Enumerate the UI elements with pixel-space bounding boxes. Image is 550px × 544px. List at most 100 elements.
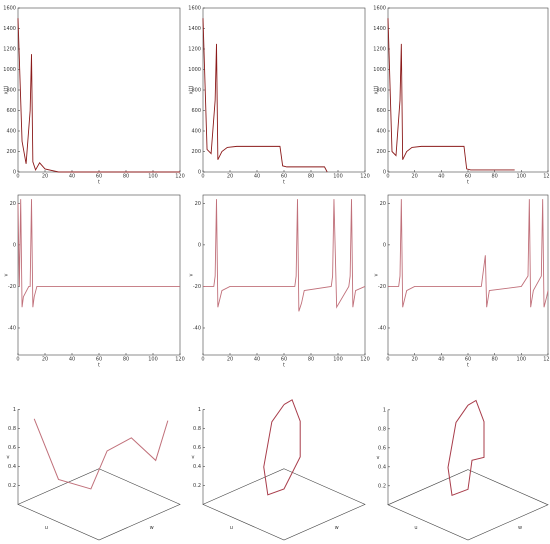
x-tick-label: 60 xyxy=(281,357,287,363)
x-tick-label: 120 xyxy=(360,357,370,363)
x-tick-label: 20 xyxy=(411,357,417,363)
y-tick-label: 1400 xyxy=(3,26,16,32)
y-axis-label: w xyxy=(150,525,154,531)
y-axis-label: w xyxy=(518,525,522,531)
trajectory xyxy=(263,399,301,496)
y-tick-label: 200 xyxy=(191,149,201,155)
y-axis-label: x(t) xyxy=(189,86,195,95)
y-axis-label: v xyxy=(4,273,10,276)
y-tick-label: 0 xyxy=(383,170,386,176)
y-tick-label: 1000 xyxy=(3,67,16,73)
y-tick-label: 0 xyxy=(383,242,386,248)
x-tick-label: 60 xyxy=(465,174,471,180)
x-tick-label: 20 xyxy=(227,357,233,363)
x-tick-label: 100 xyxy=(517,174,527,180)
y-tick-label: -20 xyxy=(378,284,386,290)
plot-frame xyxy=(202,194,366,356)
x-tick-label: 120 xyxy=(543,357,550,363)
x-tick-label: 40 xyxy=(438,357,444,363)
y-tick-label: 1400 xyxy=(373,26,386,32)
y-axis-label: v xyxy=(189,273,195,276)
y-tick-label: 600 xyxy=(376,108,386,114)
z-tick-label: 0.8 xyxy=(8,426,16,432)
z-tick-label: 1 xyxy=(383,407,386,413)
x-tick-label: 60 xyxy=(96,357,102,363)
z-axis-label: v xyxy=(377,455,380,461)
y-tick-label: 1400 xyxy=(188,26,201,32)
z-tick-label: 0.6 xyxy=(378,445,386,451)
z-tick-label: 1 xyxy=(13,407,16,413)
x-tick-label: 120 xyxy=(175,174,185,180)
y-tick-label: 20 xyxy=(380,201,386,207)
series-line xyxy=(202,18,328,173)
x-tick-label: 20 xyxy=(42,174,48,180)
x-tick-label: 80 xyxy=(308,174,314,180)
z-tick-label: 1 xyxy=(198,407,201,413)
y-tick-label: 600 xyxy=(6,108,16,114)
y-tick-label: -40 xyxy=(8,325,16,331)
x-tick-label: 0 xyxy=(16,357,19,363)
z-tick-label: 0.8 xyxy=(378,426,386,432)
y-tick-label: 1600 xyxy=(188,6,201,12)
y-tick-label: 20 xyxy=(10,201,16,207)
y-axis-label: x(t) xyxy=(4,86,10,95)
trajectory xyxy=(447,399,485,496)
x-axis-label: t xyxy=(467,180,469,186)
z-tick-label: 0.4 xyxy=(8,464,16,470)
y-tick-label: -20 xyxy=(193,284,201,290)
x-tick-label: 0 xyxy=(16,174,19,180)
plot-frame xyxy=(17,7,181,173)
x-tick-label: 0 xyxy=(386,174,389,180)
z-tick-label: 0.8 xyxy=(193,426,201,432)
x-tick-label: 80 xyxy=(123,357,129,363)
series-line xyxy=(203,199,366,312)
z-axis-label: v xyxy=(192,454,195,460)
x-tick-label: 80 xyxy=(123,174,129,180)
y-tick-label: 1000 xyxy=(188,67,201,73)
y-tick-label: 800 xyxy=(6,88,16,94)
x-tick-label: 80 xyxy=(308,357,314,363)
z-tick-label: 0.4 xyxy=(378,464,386,470)
x-tick-label: 60 xyxy=(281,174,287,180)
x-tick-label: 20 xyxy=(227,174,233,180)
x-tick-label: 100 xyxy=(148,174,158,180)
x-axis-label: t xyxy=(98,180,100,186)
y-tick-label: 1600 xyxy=(373,6,386,12)
base-plane xyxy=(202,468,366,541)
x-tick-label: 40 xyxy=(69,357,75,363)
y-tick-label: 800 xyxy=(376,88,386,94)
x-tick-label: 60 xyxy=(465,357,471,363)
x-axis-label: u xyxy=(230,525,233,531)
x-tick-label: 80 xyxy=(491,357,497,363)
y-tick-label: 1600 xyxy=(3,6,16,12)
y-tick-label: 20 xyxy=(195,201,201,207)
x-axis-label: t xyxy=(283,363,285,369)
plot-frame xyxy=(17,194,181,356)
y-tick-label: 200 xyxy=(376,149,386,155)
x-tick-label: 0 xyxy=(201,174,204,180)
x-tick-label: 0 xyxy=(386,357,389,363)
z-tick-label: 0.6 xyxy=(193,445,201,451)
x-tick-label: 40 xyxy=(438,174,444,180)
series-line xyxy=(387,18,515,171)
y-tick-label: -40 xyxy=(378,325,386,331)
x-tick-label: 40 xyxy=(69,174,75,180)
y-axis-label: x(t) xyxy=(374,86,380,95)
z-tick-label: 0.4 xyxy=(193,464,201,470)
y-tick-label: 1200 xyxy=(3,47,16,53)
x-tick-label: 120 xyxy=(360,174,370,180)
x-tick-label: 80 xyxy=(491,174,497,180)
x-tick-label: 20 xyxy=(42,357,48,363)
series-line xyxy=(17,199,180,308)
x-tick-label: 40 xyxy=(254,357,260,363)
x-axis-label: u xyxy=(414,525,417,531)
y-tick-label: 200 xyxy=(6,149,16,155)
x-tick-label: 100 xyxy=(333,174,343,180)
y-tick-label: 400 xyxy=(191,129,201,135)
x-tick-label: 60 xyxy=(96,174,102,180)
z-tick-label: 0.2 xyxy=(8,483,16,489)
x-tick-label: 100 xyxy=(148,357,158,363)
y-tick-label: 400 xyxy=(6,129,16,135)
x-tick-label: 0 xyxy=(201,357,204,363)
